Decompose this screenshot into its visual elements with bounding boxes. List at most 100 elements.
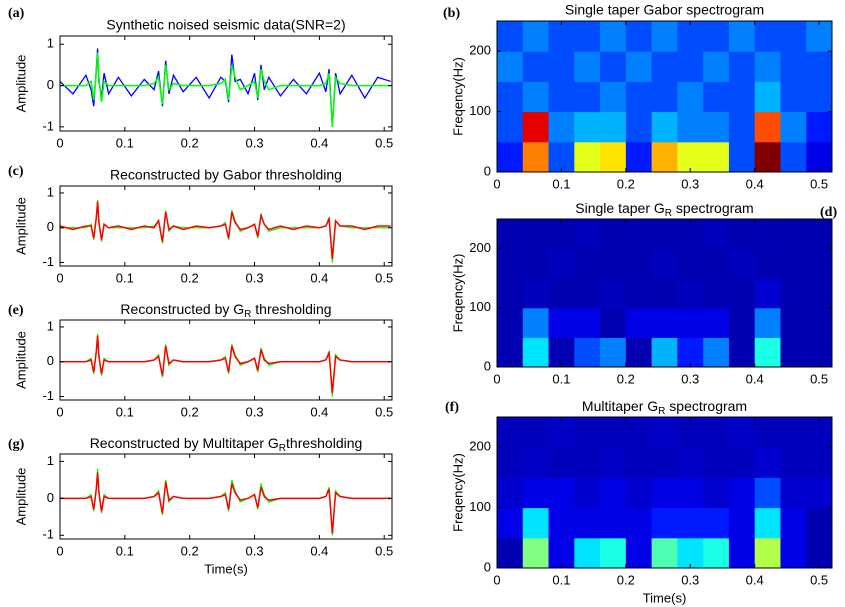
y-axis-label: Amplitude — [13, 197, 28, 255]
heat-cell — [548, 21, 575, 52]
x-tick-label: 0.3 — [245, 404, 263, 419]
y-tick-label: 0 — [484, 358, 491, 373]
heat-cell — [600, 337, 627, 367]
x-tick-label: 0.1 — [116, 270, 134, 285]
heat-cell — [625, 81, 653, 113]
x-tick-label: 0.1 — [116, 543, 134, 558]
heat-cell — [497, 111, 524, 143]
axes-box — [496, 20, 833, 173]
y-tick-label: 100 — [469, 499, 491, 514]
x-tick-label: 0.5 — [375, 404, 393, 419]
x-tick-label: 0.2 — [181, 270, 199, 285]
heat-cell — [522, 111, 550, 143]
heat-cell — [651, 337, 678, 367]
series-line — [60, 201, 391, 260]
heat-cell — [703, 417, 730, 448]
heat-cell — [574, 81, 601, 113]
title-part: spectrogram — [672, 200, 754, 216]
heat-cell — [728, 507, 756, 539]
heat-cell — [806, 537, 832, 568]
x-tick-label: 0.1 — [552, 572, 570, 587]
heat-cell — [574, 219, 601, 250]
title-part: R — [665, 208, 672, 219]
heat-cell — [780, 51, 807, 82]
heat-cell — [574, 477, 601, 509]
heat-cell — [728, 417, 756, 448]
heat-cell — [497, 507, 524, 539]
x-tick-label: 0.3 — [681, 371, 699, 386]
panel-label: (g) — [8, 437, 25, 452]
heat-cell — [548, 278, 575, 309]
heat-cell — [574, 447, 601, 478]
heat-cell — [574, 248, 601, 279]
heat-cell — [625, 477, 653, 509]
heat-cell — [677, 477, 704, 509]
heat-cell — [677, 141, 704, 172]
heat-cell — [548, 337, 575, 367]
heat-cell — [625, 447, 653, 478]
heat-cell — [574, 111, 601, 143]
series-line — [60, 333, 391, 397]
x-tick-label: 0 — [56, 270, 63, 285]
heat-cell — [625, 417, 653, 448]
heat-cell — [728, 477, 756, 509]
heat-cell — [574, 417, 601, 448]
y-tick-label: 1 — [47, 318, 54, 333]
heat-cell — [754, 278, 781, 309]
heat-cell — [497, 219, 524, 250]
heat-cell — [780, 278, 807, 309]
axes-box — [59, 35, 393, 132]
heat-cell — [728, 111, 756, 143]
heat-cell — [574, 141, 601, 172]
heat-cell — [522, 507, 550, 539]
plot-area — [497, 417, 832, 568]
heat-cell — [806, 278, 832, 309]
heat-cell — [600, 81, 627, 113]
y-tick-label: 200 — [469, 43, 491, 58]
heat-cell — [780, 307, 807, 338]
heat-cell — [677, 507, 704, 539]
x-tick-label: 0 — [56, 404, 63, 419]
axes-box — [496, 218, 833, 368]
heat-cell — [677, 111, 704, 143]
heat-cell — [703, 51, 730, 82]
heat-cell — [651, 21, 678, 52]
heat-cell — [651, 51, 678, 82]
y-tick-label: 1 — [47, 184, 54, 199]
heat-cell — [625, 21, 653, 52]
heat-cell — [600, 417, 627, 448]
heat-cell — [548, 219, 575, 250]
heat-cell — [548, 141, 575, 172]
panel-label: (f) — [445, 400, 459, 415]
chart-title: Single taper Gabor spectrogram — [565, 2, 764, 18]
axes-box — [59, 185, 393, 267]
heat-cell — [625, 337, 653, 367]
heat-cell — [677, 51, 704, 82]
heat-cell — [651, 81, 678, 113]
heat-cell — [600, 141, 627, 172]
panel-label: (a) — [8, 6, 25, 21]
y-axis-label: Freqency(Hz) — [450, 57, 465, 136]
x-tick-label: 0.5 — [810, 572, 828, 587]
panel-label: (b) — [443, 6, 460, 21]
heat-cell — [754, 307, 781, 338]
heat-cell — [806, 111, 832, 143]
x-tick-label: 0.4 — [746, 572, 764, 587]
heat-cell — [497, 51, 524, 82]
heat-cell — [548, 248, 575, 279]
heat-cell — [754, 219, 781, 250]
x-tick-label: 0.5 — [810, 371, 828, 386]
x-tick-label: 0.2 — [181, 404, 199, 419]
panel-label: (d) — [820, 205, 837, 220]
heat-cell — [806, 248, 832, 279]
heat-cell — [703, 507, 730, 539]
heat-cell — [677, 21, 704, 52]
heat-cell — [728, 51, 756, 82]
plot-area — [60, 199, 391, 263]
heat-cell — [574, 278, 601, 309]
heat-cell — [728, 219, 756, 250]
series-line — [60, 52, 391, 127]
series-line — [60, 335, 391, 394]
x-tick-label: 0.2 — [617, 572, 635, 587]
title-part: R — [279, 443, 286, 454]
